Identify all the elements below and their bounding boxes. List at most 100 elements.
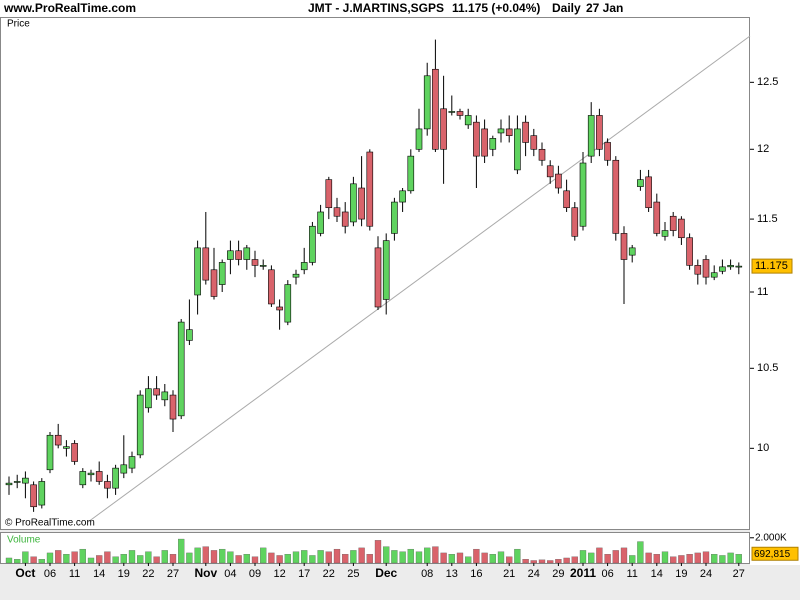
candle-body <box>112 467 119 489</box>
volume-bar <box>227 551 234 564</box>
candle-body <box>227 250 234 260</box>
candle-body <box>374 247 382 308</box>
candle-body <box>555 173 562 189</box>
candle-body <box>79 471 87 486</box>
volume-bar <box>399 551 406 564</box>
candle-body <box>366 151 374 227</box>
x-tick-label: 24 <box>700 568 712 580</box>
volume-bar <box>358 547 365 564</box>
y-tick-label: 11 <box>757 286 768 298</box>
volume-bar <box>14 559 21 564</box>
volume-bar <box>497 551 505 564</box>
candle-body <box>38 481 46 506</box>
candle-body <box>694 265 702 275</box>
volume-bar <box>22 551 29 564</box>
site: www.ProRealTime.com <box>3 1 136 15</box>
volume-bar <box>440 552 447 564</box>
volume-bar <box>169 554 177 564</box>
volume-bar <box>473 548 480 564</box>
volume-bar <box>46 552 54 564</box>
candle-body <box>473 121 480 157</box>
trend-line <box>87 35 751 523</box>
y-tick-label: 12 <box>757 143 769 155</box>
candle-body <box>497 128 505 134</box>
volume-bar <box>350 550 357 564</box>
candle-body <box>259 265 267 267</box>
x-tick-label: 14 <box>651 568 663 580</box>
volume-bar <box>448 554 455 564</box>
candle-body <box>276 306 283 311</box>
candle-body <box>243 247 251 260</box>
candle-body <box>432 68 439 150</box>
x-tick-label: 06 <box>601 568 613 580</box>
candle-body <box>30 484 37 508</box>
candle-body <box>514 128 521 171</box>
x-tick-label: 22 <box>142 568 154 580</box>
candle-body <box>22 477 29 484</box>
candle-body <box>13 481 21 483</box>
candle-body <box>489 138 497 150</box>
volume-bar <box>547 560 554 564</box>
period: Daily <box>552 1 581 15</box>
volume-bar <box>555 559 562 564</box>
candle-body <box>284 284 292 323</box>
x-tick-label: 19 <box>118 568 130 580</box>
candle-body <box>579 162 587 227</box>
candle-body <box>177 321 185 417</box>
x-tick-label: 12 <box>273 568 285 580</box>
candle-body <box>596 115 603 150</box>
candle-body <box>350 183 357 223</box>
candle-body <box>546 165 554 178</box>
candle-body <box>678 218 685 239</box>
x-tick-label: 09 <box>249 568 261 580</box>
x-tick-label: 06 <box>44 568 56 580</box>
volume-bar <box>686 554 693 564</box>
date: 27 Jan <box>586 1 623 15</box>
volume-bar <box>63 554 70 564</box>
volume-bar <box>325 551 332 564</box>
candle-body <box>448 111 456 113</box>
volume-bar <box>366 554 373 564</box>
volume-bar <box>506 556 513 564</box>
volume-bar <box>694 552 701 564</box>
volume-bar <box>161 550 168 564</box>
candle-body <box>95 471 103 482</box>
volume-bar <box>301 550 308 564</box>
candle-body <box>669 215 677 231</box>
watermark: © ProRealTime.com <box>5 518 95 529</box>
volume-bar <box>276 555 283 564</box>
volume-bar <box>219 548 226 564</box>
volume-bar <box>604 554 611 564</box>
volume-bar <box>284 554 291 564</box>
volume-bar <box>96 555 103 564</box>
volume-bar <box>112 556 119 564</box>
volume-bar <box>637 541 644 564</box>
candle-body <box>440 108 447 150</box>
volume-bar <box>87 557 95 564</box>
volume-bar <box>178 538 185 564</box>
candle-body <box>161 391 169 401</box>
x-tick-label: 2011 <box>570 566 596 580</box>
volume-bar <box>596 547 603 564</box>
x-tick-label: 25 <box>347 568 359 580</box>
volume-bar <box>309 555 316 564</box>
volume-bar <box>38 559 45 564</box>
volume-bar <box>153 556 160 564</box>
x-tick-label: 21 <box>503 568 515 580</box>
volume-bar <box>374 540 382 564</box>
volume-bar <box>620 547 628 564</box>
candle-body <box>612 159 620 234</box>
volume-bar <box>333 548 341 564</box>
current-price-box <box>751 258 793 274</box>
candle-body <box>120 464 128 474</box>
candle-body <box>407 155 415 192</box>
candle-body <box>604 142 611 161</box>
axis-area <box>750 17 800 565</box>
volume-bar <box>530 560 537 564</box>
volume-bar <box>719 555 726 564</box>
candle-body <box>653 201 661 234</box>
volume-bar <box>481 552 488 564</box>
volume-bar <box>653 554 660 564</box>
volume-bar <box>5 557 13 564</box>
